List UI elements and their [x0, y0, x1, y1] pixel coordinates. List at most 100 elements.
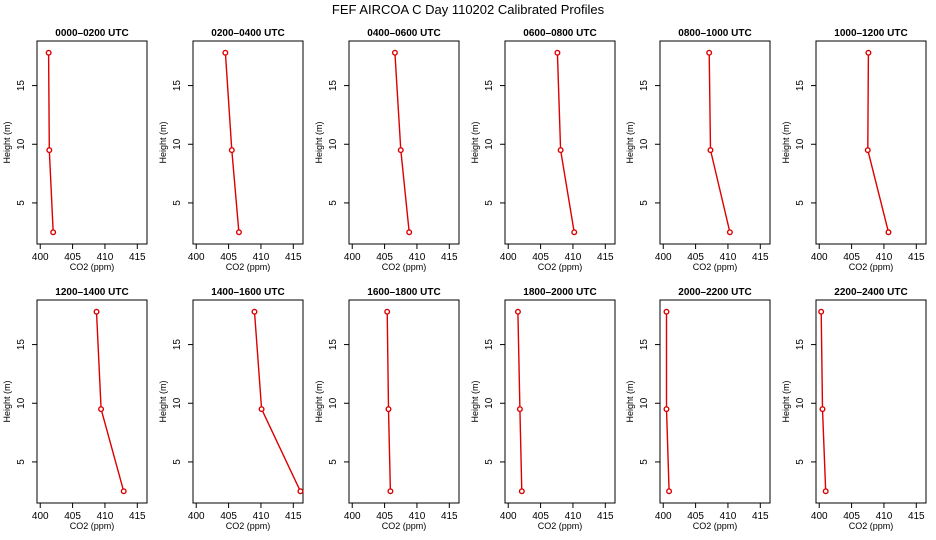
- y-tick-label: 15: [639, 80, 650, 92]
- x-axis-label: CO2 (ppm): [849, 262, 894, 272]
- y-tick-label: 15: [172, 80, 183, 92]
- x-tick-label: 405: [64, 511, 81, 522]
- panel-title: 1200–1400 UTC: [55, 287, 128, 298]
- profile-line: [95, 311, 125, 492]
- x-tick-label: 400: [811, 252, 828, 263]
- panel-title: 1800–2000 UTC: [523, 287, 596, 298]
- profile-point: [228, 147, 235, 154]
- y-axis-label: Height (m): [158, 380, 168, 422]
- profile-point: [235, 229, 242, 236]
- y-tick-label: 10: [639, 138, 650, 150]
- y-tick-label: 10: [795, 397, 806, 409]
- plot-frame: [192, 40, 304, 245]
- profile-point: [726, 229, 733, 236]
- profile-point: [818, 308, 825, 315]
- x-tick-label: 415: [752, 511, 769, 522]
- x-tick-label: 410: [97, 252, 114, 263]
- panel-title: 0400–0600 UTC: [367, 28, 440, 39]
- y-tick-label: 15: [328, 80, 339, 92]
- x-tick-label: 410: [97, 511, 114, 522]
- y-axis-label: Height (m): [470, 380, 480, 422]
- profile-point: [45, 49, 52, 56]
- x-tick-label: 415: [441, 511, 458, 522]
- y-tick-label: 5: [172, 200, 183, 206]
- profile-line: [47, 52, 54, 233]
- x-tick-label: 415: [129, 252, 146, 263]
- x-tick-label: 410: [409, 511, 426, 522]
- x-tick-label: 410: [409, 252, 426, 263]
- profile-panel: 0200–0400 UTC 400 405 410 415 CO2 (ppm) 5 10 15 H…: [158, 28, 304, 272]
- x-tick-label: 410: [565, 252, 582, 263]
- y-tick-label: 5: [639, 200, 650, 206]
- x-tick-label: 400: [500, 252, 517, 263]
- panel-title: 1000–1200 UTC: [834, 28, 907, 39]
- y-axis-label: Height (m): [2, 121, 12, 163]
- profile-line: [665, 311, 670, 492]
- y-tick-label: 10: [172, 397, 183, 409]
- y-axis-label: Height (m): [314, 380, 324, 422]
- y-tick-label: 5: [795, 459, 806, 465]
- profile-point: [406, 229, 413, 236]
- y-tick-label: 15: [795, 80, 806, 92]
- x-tick-label: 405: [376, 252, 393, 263]
- plot-frame: [504, 299, 616, 504]
- y-axis-label: Height (m): [625, 380, 635, 422]
- y-axis-label: Height (m): [470, 121, 480, 163]
- profile-point: [93, 308, 100, 315]
- profile-point: [46, 147, 53, 154]
- x-tick-label: 410: [565, 511, 582, 522]
- x-tick-label: 410: [876, 511, 893, 522]
- y-tick-label: 5: [484, 459, 495, 465]
- y-tick-label: 15: [795, 339, 806, 351]
- x-tick-label: 415: [597, 252, 614, 263]
- y-tick-label: 15: [484, 339, 495, 351]
- x-axis-label: CO2 (ppm): [382, 521, 427, 531]
- plot-frame: [815, 299, 927, 504]
- figure-title: FEF AIRCOA C Day 110202 Calibrated Profi…: [332, 2, 605, 17]
- x-tick-label: 405: [843, 252, 860, 263]
- x-axis-label: CO2 (ppm): [70, 521, 115, 531]
- profile-point: [518, 488, 525, 495]
- profile-line: [867, 52, 890, 233]
- profile-line: [224, 52, 240, 233]
- x-axis-label: CO2 (ppm): [226, 262, 271, 272]
- y-tick-label: 5: [16, 459, 27, 465]
- x-tick-label: 405: [843, 511, 860, 522]
- profile-point: [663, 308, 670, 315]
- profile-point: [885, 229, 892, 236]
- y-tick-label: 15: [172, 339, 183, 351]
- profile-point: [391, 49, 398, 56]
- profile-panel: 1000–1200 UTC 400 405 410 415 CO2 (ppm) 5 10 15 H…: [781, 28, 927, 272]
- y-tick-label: 10: [172, 138, 183, 150]
- profile-line: [394, 52, 410, 233]
- y-tick-label: 10: [484, 397, 495, 409]
- y-tick-label: 10: [16, 138, 27, 150]
- y-tick-label: 10: [328, 397, 339, 409]
- profile-point: [387, 488, 394, 495]
- profile-line: [386, 311, 392, 492]
- profile-line: [556, 52, 575, 233]
- x-axis-label: CO2 (ppm): [693, 262, 738, 272]
- x-tick-label: 400: [500, 511, 517, 522]
- profile-point: [120, 488, 127, 495]
- x-tick-label: 410: [720, 511, 737, 522]
- x-tick-label: 400: [32, 511, 49, 522]
- x-axis-label: CO2 (ppm): [693, 521, 738, 531]
- y-tick-label: 5: [795, 200, 806, 206]
- y-axis-label: Height (m): [781, 380, 791, 422]
- y-tick-label: 10: [639, 397, 650, 409]
- profile-point: [297, 488, 304, 495]
- profile-point: [554, 49, 561, 56]
- profile-point: [557, 147, 564, 154]
- x-tick-label: 415: [285, 511, 302, 522]
- x-tick-label: 400: [655, 511, 672, 522]
- x-tick-label: 400: [344, 252, 361, 263]
- x-tick-label: 400: [344, 511, 361, 522]
- x-tick-label: 415: [597, 511, 614, 522]
- x-tick-label: 405: [64, 252, 81, 263]
- profile-line: [517, 311, 523, 492]
- plot-frame: [348, 40, 460, 245]
- profile-panel: 0400–0600 UTC 400 405 410 415 CO2 (ppm) 5 10 15 H…: [314, 28, 460, 272]
- profile-panel: 1600–1800 UTC 400 405 410 415 CO2 (ppm) 5 10 15 H…: [314, 287, 460, 531]
